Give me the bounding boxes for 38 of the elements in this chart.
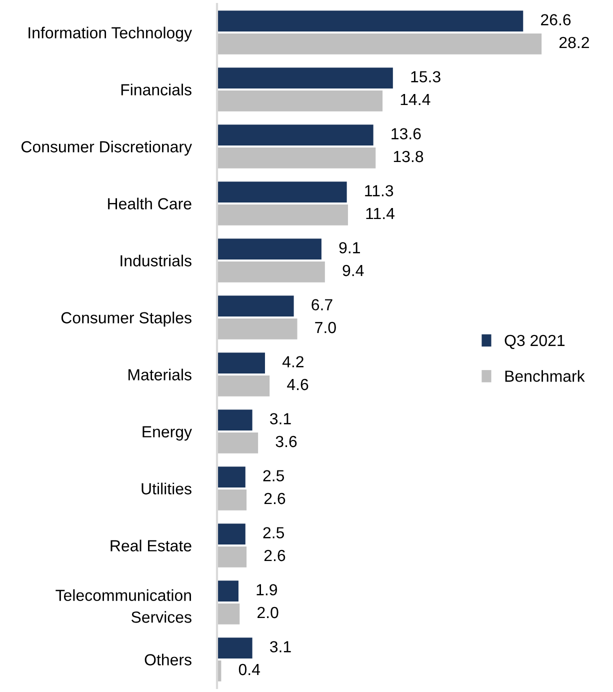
y-tick-label: Others — [144, 654, 192, 666]
data-label: 9.4 — [342, 264, 364, 276]
y-tick-label: Energy — [142, 426, 192, 441]
data-label: 2.0 — [258, 606, 278, 618]
data-label: 7.0 — [315, 322, 336, 334]
data-label: 2.6 — [264, 492, 286, 504]
data-label: 4.2 — [282, 356, 304, 368]
data-label: 0.4 — [238, 664, 260, 676]
data-label: 6.7 — [312, 299, 332, 310]
y-tick-label: Industrials — [120, 254, 192, 266]
data-label: 2.5 — [263, 527, 284, 538]
data-label: 2.5 — [263, 470, 284, 482]
data-label: 26.6 — [541, 14, 571, 26]
y-tick-label: Materials — [128, 368, 192, 380]
data-label: 9.1 — [339, 242, 360, 254]
data-label: 13.8 — [394, 150, 424, 162]
data-label: 15.3 — [411, 71, 440, 82]
legend-label: Q3 2021 — [504, 334, 565, 349]
data-label: 11.4 — [366, 208, 394, 220]
y-tick-label: Consumer Discretionary — [22, 140, 192, 156]
y-tick-label: Telecommunication Services — [56, 589, 192, 623]
data-label: 28.2 — [559, 36, 589, 48]
data-label: 3.6 — [276, 436, 297, 448]
data-label: 3.1 — [270, 413, 291, 424]
y-tick-label: Utilities — [142, 482, 192, 494]
data-label: 3.1 — [270, 641, 291, 652]
data-label: 11.3 — [365, 185, 394, 196]
y-tick-label: Financials — [121, 84, 192, 96]
y-tick-label: Consumer Staples — [61, 312, 192, 327]
data-label: 14.4 — [400, 94, 430, 106]
data-label: 1.9 — [256, 584, 278, 596]
y-tick-label: Information Technology — [28, 26, 192, 42]
y-tick-label: Health Care — [108, 198, 192, 210]
data-label: 13.6 — [392, 128, 421, 140]
y-tick-label: Real Estate — [110, 540, 192, 552]
data-label: 2.6 — [264, 550, 286, 562]
legend-label: Benchmark — [505, 370, 585, 382]
data-label: 4.6 — [287, 378, 308, 390]
